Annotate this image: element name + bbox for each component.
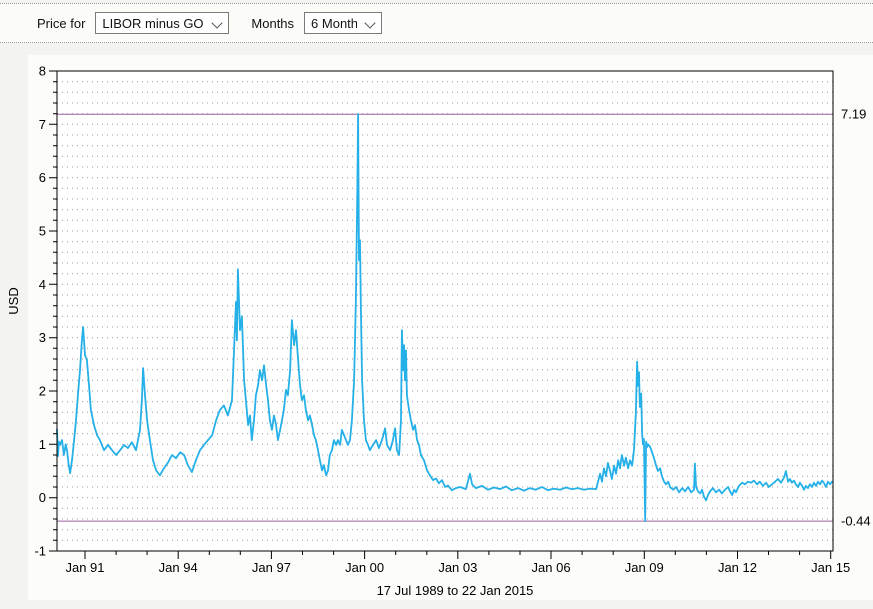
- x-tick-label: Jan 15: [811, 560, 850, 575]
- price-for-select[interactable]: LIBOR minus GOFO: [95, 12, 230, 34]
- y-tick-label: 3: [39, 330, 46, 345]
- months-label: Months: [251, 15, 295, 31]
- y-tick-label: 2: [39, 384, 46, 399]
- price-for-label: Price for: [37, 15, 86, 31]
- y-tick-label: 7: [39, 117, 46, 132]
- x-tick-label: Jan 97: [252, 560, 291, 575]
- y-tick-label: 1: [39, 437, 46, 452]
- x-tick-label: Jan 00: [345, 560, 384, 575]
- y-tick-label: 0: [39, 490, 46, 505]
- x-tick-label: Jan 91: [65, 560, 104, 575]
- axis-ticks: [49, 70, 832, 559]
- y-tick-label: 8: [39, 64, 46, 79]
- min-value-label: -0.44: [841, 514, 871, 529]
- plot-area: [57, 71, 833, 551]
- y-tick-label: 4: [39, 277, 46, 292]
- date-range-caption: 17 Jul 1989 to 22 Jan 2015: [377, 583, 534, 598]
- x-tick-label: Jan 09: [625, 560, 664, 575]
- y-tick-label: -1: [34, 544, 46, 559]
- months-select[interactable]: 6 Month: [304, 12, 383, 34]
- y-axis-title: USD: [6, 287, 21, 314]
- y-tick-label: 6: [39, 170, 46, 185]
- x-tick-label: Jan 06: [532, 560, 571, 575]
- max-value-label: 7.19: [841, 107, 866, 122]
- x-tick-label: Jan 94: [159, 560, 198, 575]
- plot-frame: [56, 70, 834, 552]
- y-tick-label: 5: [39, 224, 46, 239]
- series-line: [56, 113, 833, 522]
- x-tick-label: Jan 12: [718, 560, 757, 575]
- x-tick-label: Jan 03: [438, 560, 477, 575]
- toolbar: Price for LIBOR minus GOFO Months 6 Mont…: [0, 3, 873, 43]
